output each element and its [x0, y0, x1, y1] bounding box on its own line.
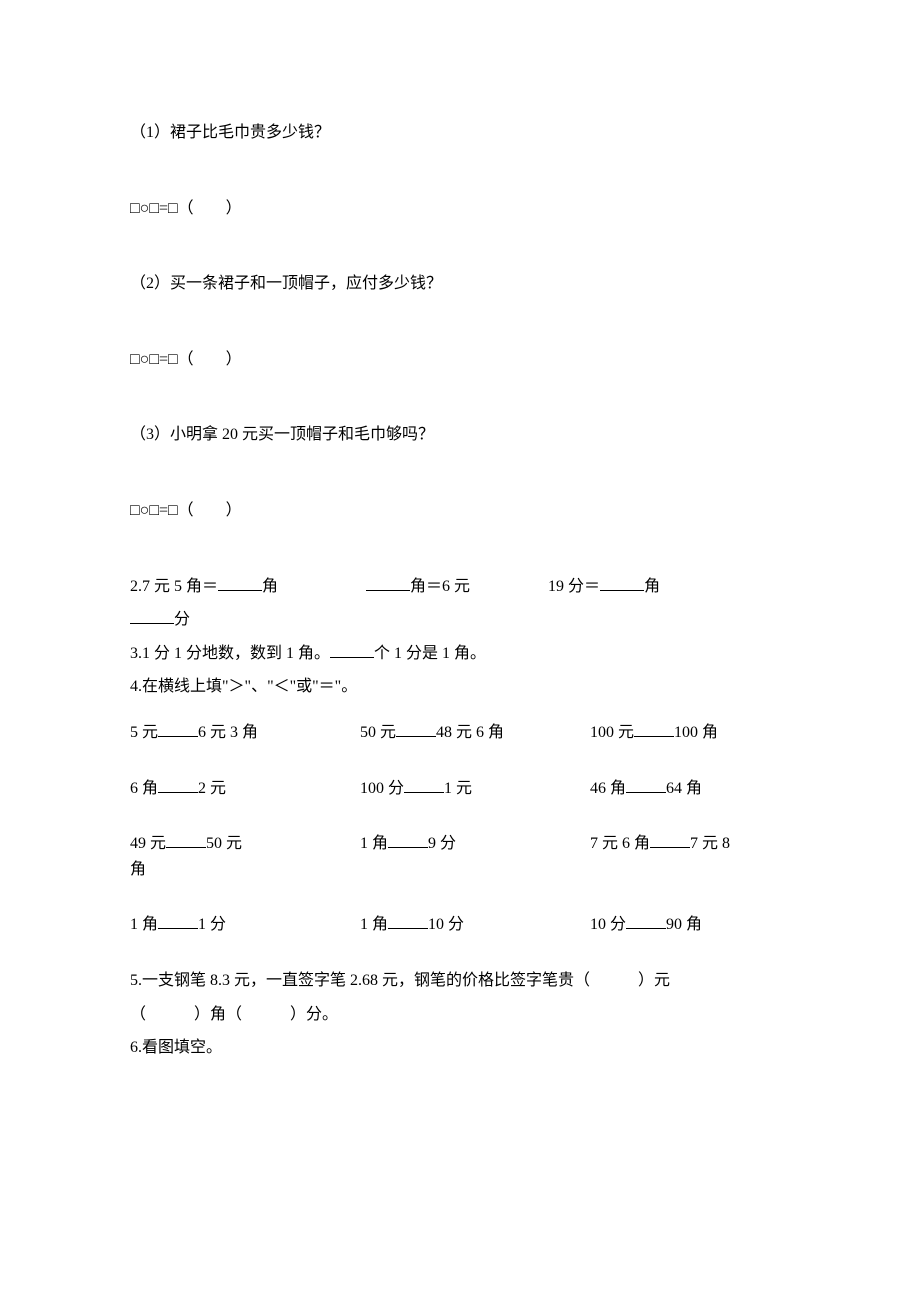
item-6: 6.看图填空。	[130, 1035, 790, 1061]
item-3: 3.1 分 1 分地数，数到 1 角。 个 1 分是 1 角。	[130, 641, 790, 667]
item-4-row-1: 5 元 6 元 3 角 50 元 48 元 6 角 100 元 100 角	[130, 720, 790, 746]
post: 6 元 3 角	[198, 724, 258, 741]
blank	[158, 721, 198, 737]
blank	[600, 575, 644, 591]
item-2-mid2: 角＝6 元	[410, 578, 470, 595]
question-2-text: （2）买一条裙子和一顶帽子，应付多少钱？	[130, 275, 442, 292]
equation-1-text: □○□=□（ ）	[130, 200, 242, 217]
equation-2: □○□=□（ ）	[130, 347, 790, 373]
item-4-title: 4.在横线上填"＞"、"＜"或"＝"。	[130, 674, 790, 700]
cell: 1 角 1 分	[130, 912, 360, 938]
blank	[634, 721, 674, 737]
question-1: （1）裙子比毛巾贵多少钱？	[130, 120, 790, 146]
post: 7 元 8	[690, 835, 730, 852]
blank	[388, 832, 428, 848]
blank	[388, 913, 428, 929]
item-5-line2-text: （ ）角（ ）分。	[130, 1006, 338, 1023]
cell: 100 分 1 元	[360, 776, 590, 802]
cell: 49 元 50 元	[130, 831, 360, 857]
question-2: （2）买一条裙子和一顶帽子，应付多少钱？	[130, 271, 790, 297]
cell: 100 元 100 角	[590, 720, 718, 746]
pre: 1 角	[130, 916, 158, 933]
cell: 6 角 2 元	[130, 776, 360, 802]
blank	[650, 832, 690, 848]
blank	[218, 575, 262, 591]
post: 1 元	[444, 780, 472, 797]
item-4-row-3: 49 元 50 元 1 角 9 分 7 元 6 角 7 元 8	[130, 831, 790, 857]
post: 2 元	[198, 780, 226, 797]
pre: 1 角	[360, 916, 388, 933]
cell: 46 角 64 角	[590, 776, 702, 802]
pre: 100 分	[360, 780, 404, 797]
item-2-mid3: 19 分＝	[548, 578, 600, 595]
question-3-text: （3）小明拿 20 元买一顶帽子和毛巾够吗？	[130, 426, 434, 443]
pre: 50 元	[360, 724, 396, 741]
blank	[166, 832, 206, 848]
blank	[158, 777, 198, 793]
pre: 6 角	[130, 780, 158, 797]
pre: 5 元	[130, 724, 158, 741]
post: 50 元	[206, 835, 242, 852]
blank	[366, 575, 410, 591]
item-2-prefix: 2.7 元 5 角＝	[130, 578, 218, 595]
blank	[626, 913, 666, 929]
post: 48 元 6 角	[436, 724, 504, 741]
pre: 46 角	[590, 780, 626, 797]
cell: 50 元 48 元 6 角	[360, 720, 590, 746]
item-2-line1: 2.7 元 5 角＝ 角 角＝6 元 19 分＝ 角	[130, 574, 790, 600]
item-2-mid1: 角	[262, 578, 278, 595]
pre: 100 元	[590, 724, 634, 741]
equation-3-text: □○□=□（ ）	[130, 502, 242, 519]
item-5-line2: （ ）角（ ）分。	[130, 1002, 790, 1028]
item-4-title-text: 4.在横线上填"＞"、"＜"或"＝"。	[130, 678, 357, 695]
item-3-prefix: 3.1 分 1 分地数，数到 1 角。	[130, 645, 330, 662]
post: 9 分	[428, 835, 456, 852]
equation-2-text: □○□=□（ ）	[130, 351, 242, 368]
cell: 5 元 6 元 3 角	[130, 720, 360, 746]
blank	[404, 777, 444, 793]
item-3-suffix: 个 1 分是 1 角。	[374, 645, 486, 662]
cell: 7 元 6 角 7 元 8	[590, 831, 730, 857]
post: 100 角	[674, 724, 718, 741]
item-4-row-3-wrap-text: 角	[130, 857, 790, 883]
post: 10 分	[428, 916, 464, 933]
blank	[130, 608, 174, 624]
pre: 49 元	[130, 835, 166, 852]
cell: 1 角 10 分	[360, 912, 590, 938]
item-4-row-2: 6 角 2 元 100 分 1 元 46 角 64 角	[130, 776, 790, 802]
question-3: （3）小明拿 20 元买一顶帽子和毛巾够吗？	[130, 422, 790, 448]
question-1-text: （1）裙子比毛巾贵多少钱？	[130, 124, 330, 141]
equation-3: □○□=□（ ）	[130, 498, 790, 524]
post: 90 角	[666, 916, 702, 933]
item-6-text: 6.看图填空。	[130, 1039, 222, 1056]
blank	[396, 721, 436, 737]
item-2-suffix: 分	[174, 611, 190, 628]
item-5-line1: 5.一支钢笔 8.3 元，一直签字笔 2.68 元，钢笔的价格比签字笔贵（ ）元	[130, 968, 790, 994]
item-4-row-4: 1 角 1 分 1 角 10 分 10 分 90 角	[130, 912, 790, 938]
cell: 10 分 90 角	[590, 912, 702, 938]
post: 64 角	[666, 780, 702, 797]
item-2-mid4: 角	[644, 578, 660, 595]
wrap: 角	[130, 861, 146, 878]
item-2-line2: 分	[130, 607, 790, 633]
blank	[626, 777, 666, 793]
item-5-line1-text: 5.一支钢笔 8.3 元，一直签字笔 2.68 元，钢笔的价格比签字笔贵（ ）元	[130, 972, 670, 989]
post: 1 分	[198, 916, 226, 933]
pre: 1 角	[360, 835, 388, 852]
item-4-row-3-wrap: 49 元 50 元 1 角 9 分 7 元 6 角 7 元 8 角	[130, 831, 790, 882]
blank	[330, 642, 374, 658]
pre: 10 分	[590, 916, 626, 933]
pre: 7 元 6 角	[590, 835, 650, 852]
blank	[158, 913, 198, 929]
equation-1: □○□=□（ ）	[130, 196, 790, 222]
cell: 1 角 9 分	[360, 831, 590, 857]
